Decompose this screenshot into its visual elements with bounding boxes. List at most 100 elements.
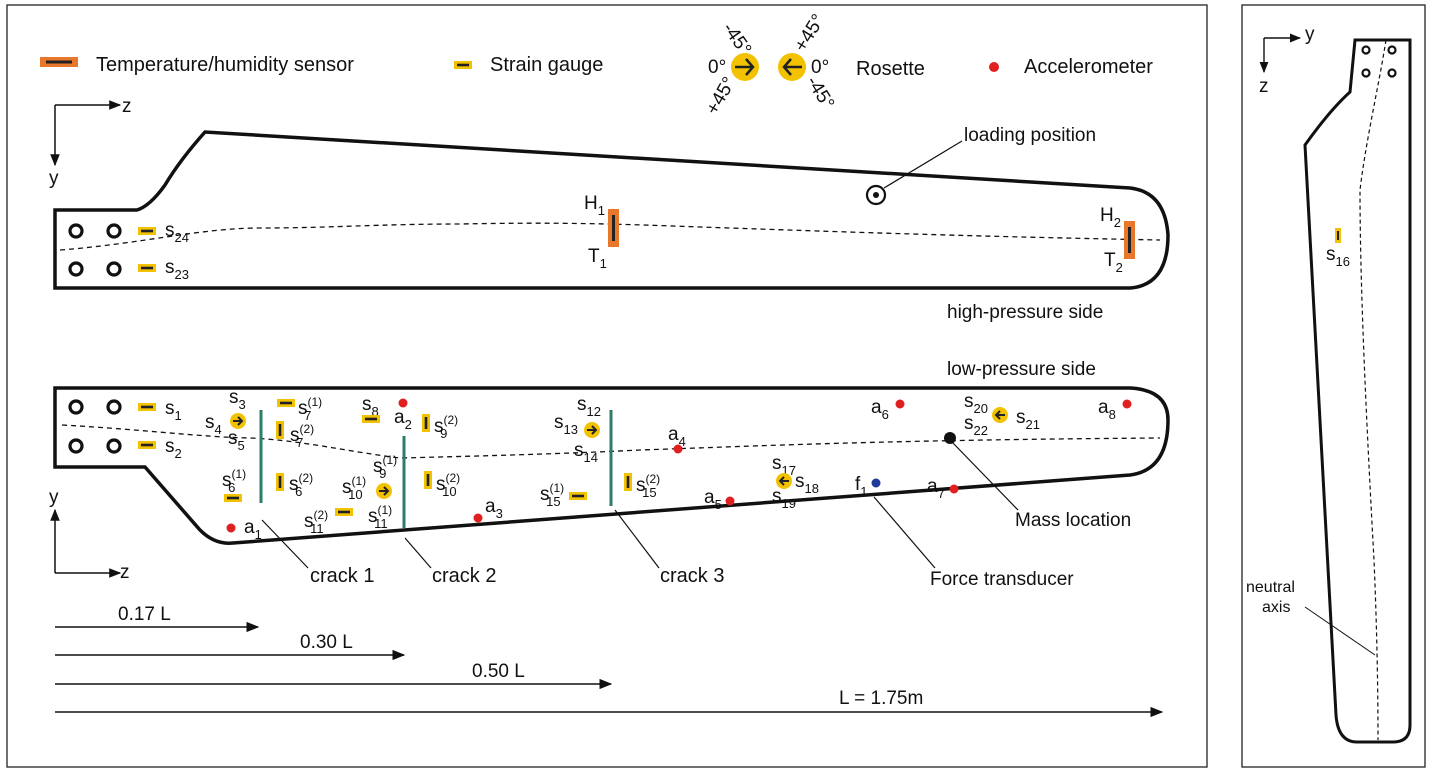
- label-s9-1: s(1) 9: [373, 453, 397, 481]
- length-label-017: 0.17 L: [118, 604, 171, 625]
- label-s18: s18: [795, 471, 819, 496]
- strain-gauge-icon: [138, 264, 156, 272]
- bolt-hole-icon: [1361, 68, 1371, 78]
- force-transducer-icon: [871, 478, 881, 488]
- blade-high-pressure: z y s24 s23 H1 T1 H2 T2 loading position…: [49, 96, 1170, 323]
- label-s15-1: s(1) 15: [540, 481, 564, 509]
- rosette-icon: [375, 482, 393, 500]
- bolt-hole-icon: [106, 438, 122, 454]
- rosette-right-zero: 0°: [811, 57, 829, 78]
- high-pressure-side-label: high-pressure side: [947, 302, 1103, 323]
- side-view: y z s16 neutral axis: [1246, 24, 1412, 744]
- bolt-hole-icon: [68, 399, 84, 415]
- rosette-left-plus45: +45°: [702, 74, 740, 119]
- low-pressure-side-label: low-pressure side: [947, 359, 1096, 380]
- length-label-total: L = 1.75m: [839, 688, 923, 709]
- accelerometer-icon: [473, 513, 483, 523]
- bolt-hole-icon: [106, 261, 122, 277]
- label-s7-1: s(1) 7: [298, 395, 322, 423]
- label-s15-2: s(2) 15: [636, 472, 660, 500]
- legend: Temperature/humidity sensor Strain gauge…: [40, 11, 1153, 119]
- crack-3-leader: [614, 509, 660, 569]
- accelerometer-legend-icon: [989, 62, 999, 72]
- rosette-icon: [229, 412, 247, 430]
- strain-gauge-icon: [624, 473, 632, 491]
- force-transducer-leader: [873, 496, 936, 569]
- side-neutral-axis: [1359, 39, 1387, 741]
- strain-gauge-icon: [362, 415, 380, 423]
- crack-2-label: crack 2: [432, 565, 496, 587]
- label-s14: s14: [574, 440, 598, 465]
- axis-y-label-bottom: y: [49, 487, 59, 508]
- legend-strain-gauge-label: Strain gauge: [490, 54, 603, 76]
- label-s3: s3: [229, 387, 246, 412]
- rosette-legend-icons: [731, 53, 806, 81]
- label-s5: s5: [228, 428, 245, 453]
- length-label-050: 0.50 L: [472, 661, 525, 682]
- label-s12: s12: [577, 394, 601, 419]
- side-panel-frame: [1241, 4, 1426, 768]
- label-h1: H1: [584, 193, 605, 218]
- mass-location-leader: [951, 441, 1019, 511]
- label-s23: s23: [165, 257, 189, 282]
- blade-outline-bottom: [53, 386, 1170, 545]
- label-a2: a2: [394, 407, 412, 432]
- label-s19: s19: [772, 486, 796, 511]
- bolt-hole-icon: [1361, 45, 1371, 55]
- accelerometer-icon: [398, 398, 408, 408]
- label-s21: s21: [1016, 407, 1040, 432]
- accelerometer-icon: [1122, 399, 1132, 409]
- rosette-left-minus45: -45°: [718, 19, 755, 60]
- blade-low-pressure: low-pressure side y z crack 1 crack 2 cr…: [49, 359, 1170, 590]
- mass-location-label: Mass location: [1015, 510, 1131, 531]
- strain-gauge-icon: [276, 473, 284, 491]
- accelerometer-icon: [226, 523, 236, 533]
- label-h2: H2: [1100, 205, 1121, 230]
- strain-gauge-icon: [335, 508, 353, 516]
- label-s24: s24: [165, 220, 189, 245]
- axis-z-label-bottom: z: [120, 562, 130, 583]
- label-s11-1: s(1) 11: [368, 503, 392, 531]
- strain-gauge-icon: [276, 421, 284, 439]
- label-a6: a6: [871, 397, 889, 422]
- label-s2: s2: [165, 436, 182, 461]
- strain-gauge-icon: [138, 441, 156, 449]
- temperature-sensor-legend-icon: [40, 57, 78, 67]
- strain-gauge-icon: [422, 414, 430, 432]
- strain-gauge-legend-icon: [454, 61, 472, 69]
- label-s1: s1: [165, 398, 182, 423]
- rosette-right-minus45: -45°: [802, 73, 838, 114]
- rosette-right-plus45: +45°: [790, 11, 829, 56]
- loading-position-label: loading position: [964, 125, 1096, 146]
- accelerometer-icon: [725, 496, 735, 506]
- temperature-sensor-icon: [1124, 221, 1135, 259]
- strain-gauge-icon: [1335, 228, 1341, 243]
- label-s6-1: s(1) 6: [222, 467, 246, 495]
- crack-3-label: crack 3: [660, 565, 724, 587]
- label-a1: a1: [244, 517, 262, 542]
- axis-z-label: z: [122, 96, 132, 117]
- rosette-icon: [991, 406, 1009, 424]
- strain-gauge-icon: [569, 492, 587, 500]
- loading-leader-line: [883, 140, 963, 189]
- rosette-icon: [583, 421, 601, 439]
- label-s10-1: s(1) 10: [342, 474, 366, 502]
- label-a7: a7: [927, 476, 945, 501]
- length-label-030: 0.30 L: [300, 632, 353, 653]
- label-s11-2: s(2) 11: [304, 508, 328, 536]
- neutral-line-top: [59, 222, 1161, 251]
- label-s7-2: s(2) 7: [290, 422, 314, 450]
- length-scale: 0.17 L 0.30 L 0.50 L L = 1.75m: [55, 604, 1164, 718]
- label-a8: a8: [1098, 397, 1116, 422]
- accelerometer-icon: [895, 399, 905, 409]
- strain-gauge-icon: [424, 471, 432, 489]
- crack-1-label: crack 1: [310, 565, 374, 587]
- bolt-hole-icon: [1387, 45, 1397, 55]
- legend-accelerometer-label: Accelerometer: [1024, 56, 1153, 78]
- label-s6-2: s(2) 6: [289, 471, 313, 499]
- force-transducer-label: Force transducer: [930, 569, 1074, 590]
- label-s13: s13: [554, 412, 578, 437]
- crack-2-leader: [404, 537, 432, 569]
